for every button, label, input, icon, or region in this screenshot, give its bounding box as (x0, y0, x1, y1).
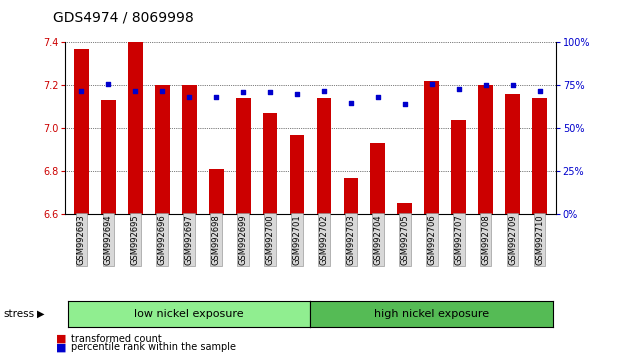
Point (346, 100, 356, 105)
Bar (424, 81, 439, 214)
Text: GSM992697: GSM992697 (184, 214, 194, 265)
Text: ▶: ▶ (37, 309, 45, 319)
Text: stress: stress (3, 309, 34, 319)
Point (211, 95, 221, 100)
Text: GSM992708: GSM992708 (481, 214, 490, 265)
Point (292, 91, 302, 97)
Text: GSM992700: GSM992700 (266, 214, 274, 265)
Bar (236, 98, 250, 214)
Bar (371, 143, 385, 214)
Point (184, 95, 194, 100)
Bar (505, 94, 520, 214)
Text: GSM992695: GSM992695 (131, 214, 140, 265)
Bar (74, 49, 89, 214)
Text: ■: ■ (56, 334, 66, 344)
Point (157, 88, 167, 93)
Text: GSM992702: GSM992702 (319, 214, 329, 265)
Text: GSM992693: GSM992693 (77, 214, 86, 265)
Point (238, 90, 248, 95)
Text: GSM992701: GSM992701 (292, 214, 302, 265)
Text: GSM992698: GSM992698 (212, 214, 220, 265)
Point (508, 82, 518, 88)
Bar (209, 169, 224, 214)
Bar (101, 101, 116, 214)
Point (130, 88, 140, 93)
Point (454, 86, 464, 92)
Point (265, 90, 275, 95)
Text: GSM992709: GSM992709 (508, 214, 517, 265)
Bar (397, 204, 412, 214)
Bar (289, 135, 304, 214)
Bar (263, 113, 278, 214)
Point (427, 81, 437, 86)
Text: GSM992696: GSM992696 (158, 214, 167, 265)
Text: GSM992703: GSM992703 (347, 214, 355, 265)
Text: GSM992699: GSM992699 (238, 214, 248, 265)
Point (373, 95, 383, 100)
Bar (155, 85, 170, 214)
Bar (128, 42, 143, 214)
Bar (532, 98, 547, 214)
Text: percentile rank within the sample: percentile rank within the sample (71, 342, 237, 352)
Bar (343, 178, 358, 214)
Point (481, 82, 491, 88)
Point (103, 81, 113, 86)
Bar (317, 98, 332, 214)
Text: GSM992705: GSM992705 (401, 214, 409, 265)
Text: low nickel exposure: low nickel exposure (134, 309, 244, 319)
Bar (478, 85, 493, 214)
Text: GSM992706: GSM992706 (427, 214, 437, 265)
Point (535, 88, 545, 93)
Text: GSM992704: GSM992704 (373, 214, 383, 265)
Text: high nickel exposure: high nickel exposure (374, 309, 489, 319)
Text: GSM992707: GSM992707 (454, 214, 463, 265)
Bar (451, 120, 466, 214)
Text: GSM992694: GSM992694 (104, 214, 113, 265)
Bar (182, 85, 197, 214)
Point (400, 102, 410, 107)
Text: GDS4974 / 8069998: GDS4974 / 8069998 (53, 11, 194, 25)
Point (319, 88, 329, 93)
Text: transformed count: transformed count (71, 334, 162, 344)
Text: ■: ■ (56, 342, 66, 352)
Text: GSM992710: GSM992710 (535, 214, 544, 265)
Point (76, 88, 86, 93)
